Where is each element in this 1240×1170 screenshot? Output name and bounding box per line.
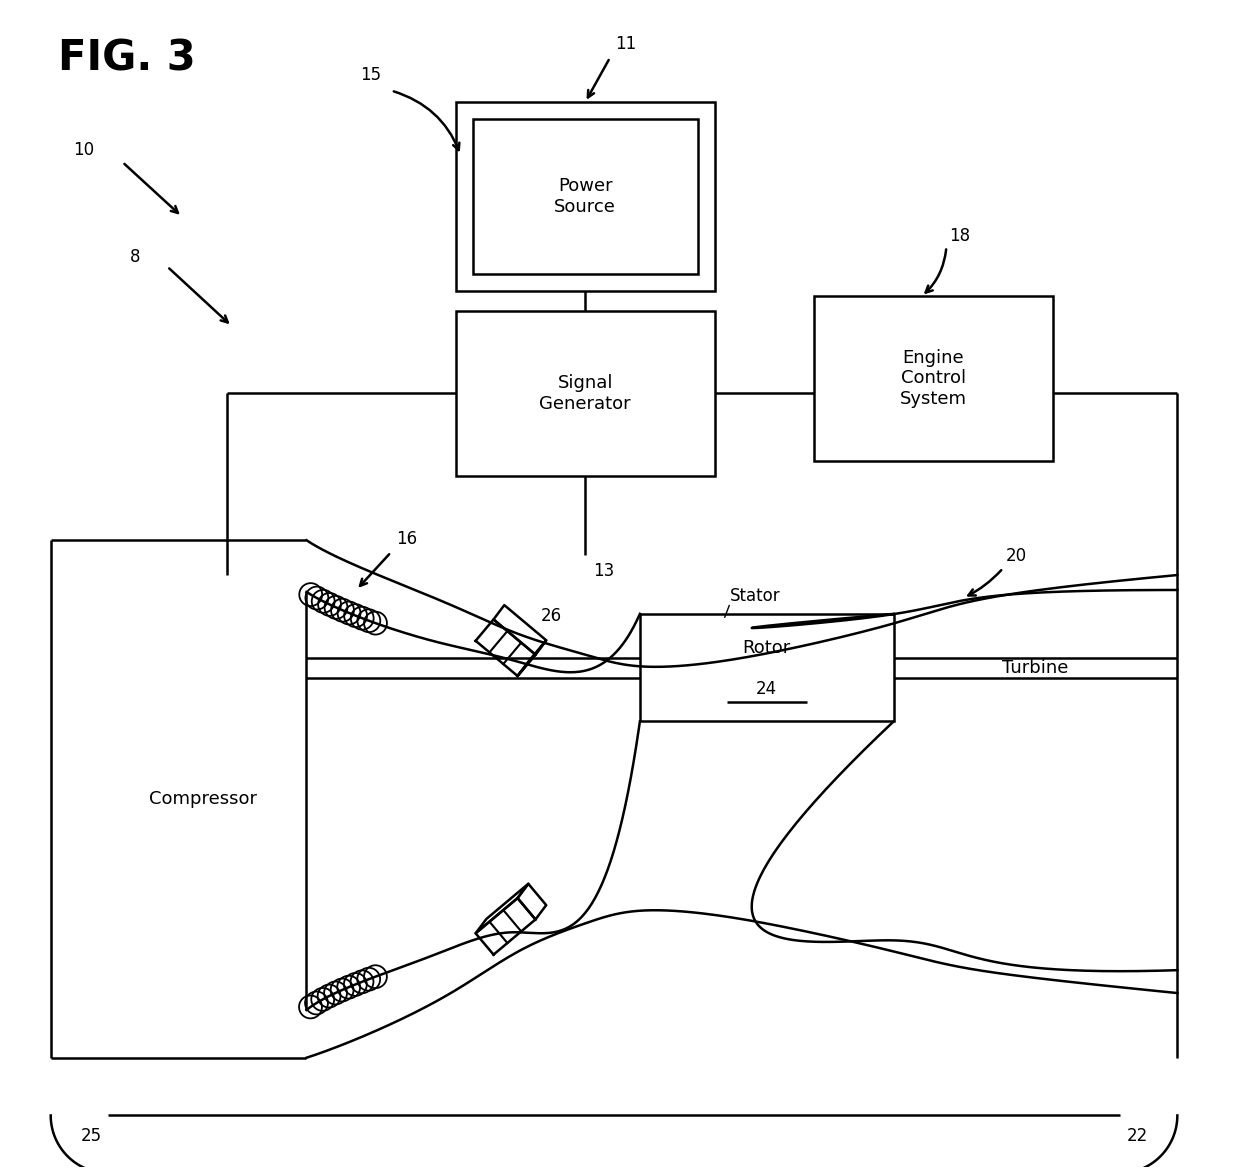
Text: 15: 15 xyxy=(360,66,381,83)
Text: Engine
Control
System: Engine Control System xyxy=(900,349,967,408)
Text: Power
Source: Power Source xyxy=(554,178,616,216)
Text: Rotor: Rotor xyxy=(743,639,791,658)
Text: 18: 18 xyxy=(950,227,971,245)
Text: Stator: Stator xyxy=(729,587,780,605)
Text: 22: 22 xyxy=(1126,1128,1147,1145)
Bar xyxy=(640,614,894,722)
Text: FIG. 3: FIG. 3 xyxy=(58,37,196,80)
Text: 20: 20 xyxy=(1006,548,1027,565)
Text: 25: 25 xyxy=(81,1128,102,1145)
Bar xyxy=(815,296,1053,461)
Text: 8: 8 xyxy=(130,248,140,266)
Bar xyxy=(456,311,714,475)
Text: 11: 11 xyxy=(615,35,636,53)
Bar xyxy=(472,119,698,275)
Text: Turbine: Turbine xyxy=(1002,659,1069,676)
Text: Compressor: Compressor xyxy=(150,790,258,808)
Text: 24: 24 xyxy=(756,680,777,698)
Text: 13: 13 xyxy=(593,562,614,580)
Text: 26: 26 xyxy=(541,607,562,625)
Bar xyxy=(456,102,714,291)
Text: 16: 16 xyxy=(396,530,417,549)
Text: 10: 10 xyxy=(73,142,94,159)
Text: Signal
Generator: Signal Generator xyxy=(539,374,631,413)
